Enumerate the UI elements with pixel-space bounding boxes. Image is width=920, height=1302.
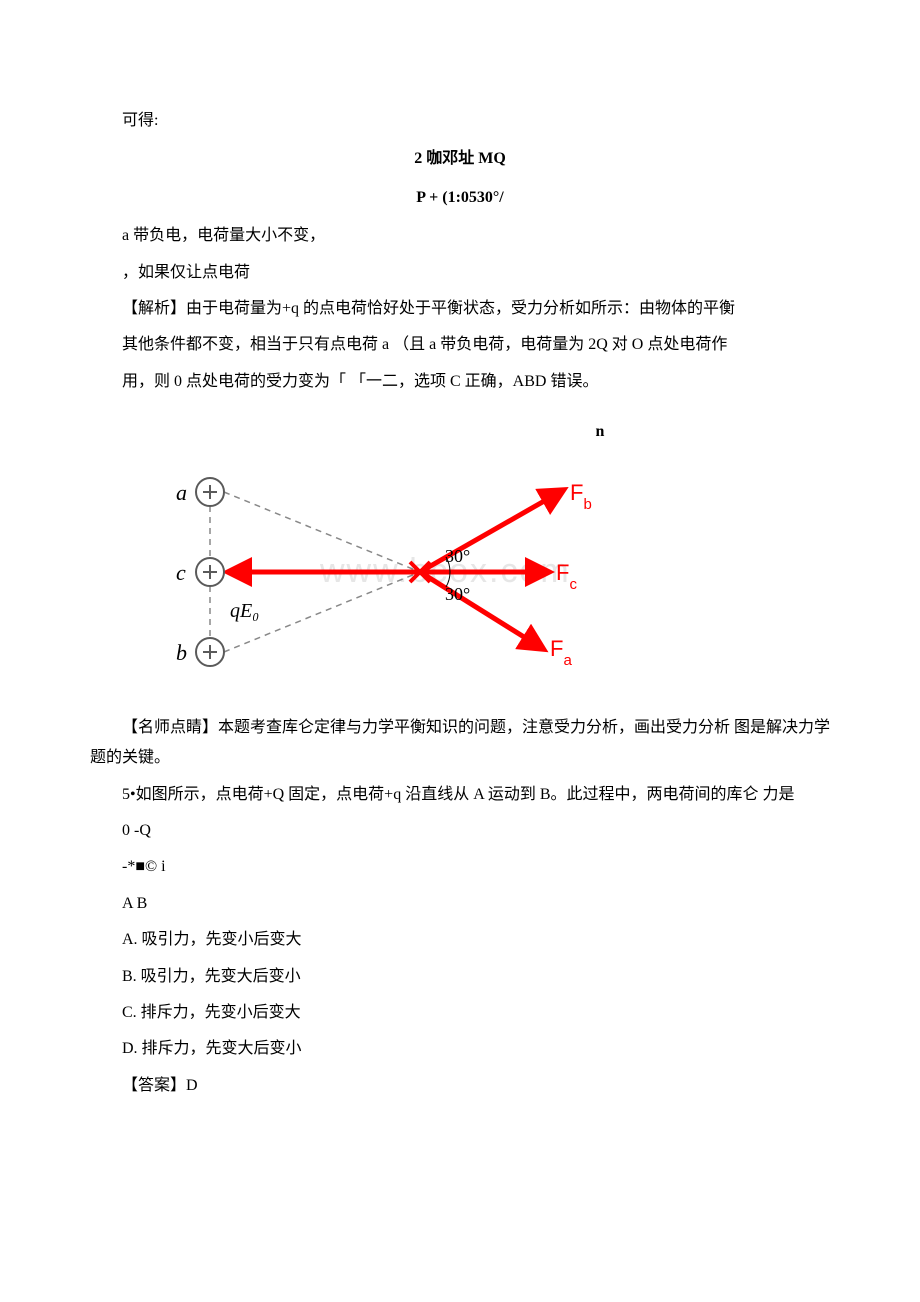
svg-text:qE₀: qE₀ — [230, 600, 259, 622]
paragraph: a 带负电，电荷量大小不变， — [90, 221, 830, 251]
center-line-1: 2 咖邓址 MQ — [90, 144, 830, 174]
svg-text:Fb: Fb — [570, 480, 592, 513]
answer: 【答案】D — [90, 1071, 830, 1101]
paragraph: -*■© i — [90, 852, 830, 882]
paragraph: A B — [90, 889, 830, 919]
letter-n: n — [370, 417, 830, 447]
option-c: C. 排斥力，先变小后变大 — [90, 998, 830, 1028]
paragraph: 5•如图所示，点电荷+Q 固定，点电荷+q 沿直线从 A 运动到 B。此过程中，… — [90, 780, 830, 810]
center-line-2: P + (1:0530°/ — [90, 183, 830, 213]
option-d: D. 排斥力，先变大后变小 — [90, 1034, 830, 1064]
force-diagram: www.bcox.comFbFcFa30°30°acbqE₀ — [140, 452, 830, 693]
svg-text:30°: 30° — [445, 546, 470, 566]
svg-text:b: b — [176, 640, 187, 665]
option-a: A. 吸引力，先变小后变大 — [90, 925, 830, 955]
svg-text:Fa: Fa — [550, 636, 572, 669]
svg-text:c: c — [176, 560, 186, 585]
paragraph: ，如果仅让点电荷 — [90, 258, 830, 288]
paragraph: 【名师点睛】本题考查库仑定律与力学平衡知识的问题，注意受力分析，画出受力分析 图… — [90, 713, 830, 774]
document-page: 可得: 2 咖邓址 MQ P + (1:0530°/ a 带负电，电荷量大小不变… — [0, 0, 920, 1167]
paragraph: 可得: — [90, 106, 830, 136]
paragraph: 其他条件都不变，相当于只有点电荷 a （且 a 带负电荷，电荷量为 2Q 对 O… — [90, 330, 830, 360]
svg-text:30°: 30° — [445, 584, 470, 604]
option-b: B. 吸引力，先变大后变小 — [90, 962, 830, 992]
svg-text:a: a — [176, 480, 187, 505]
paragraph: 用，则 0 点处电荷的受力变为「 「一二，选项 C 正确，ABD 错误。 — [90, 367, 830, 397]
paragraph: 【解析】由于电荷量为+q 的点电荷恰好处于平衡状态，受力分析如所示：由物体的平衡 — [90, 294, 830, 324]
paragraph: 0 -Q — [90, 816, 830, 846]
